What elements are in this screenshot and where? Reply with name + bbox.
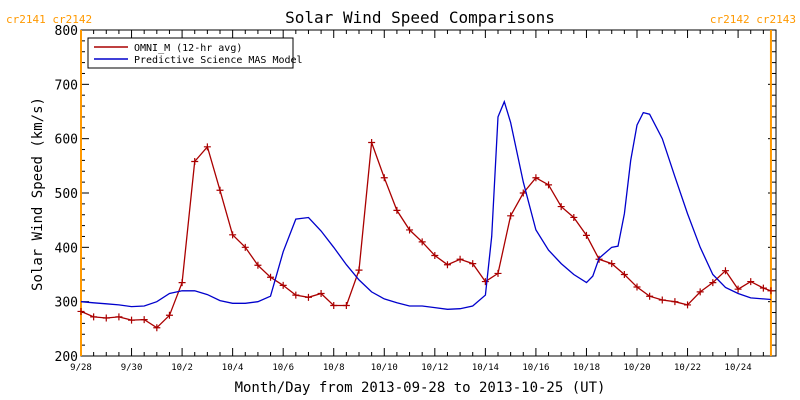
series-point	[330, 301, 338, 309]
x-tick-label: 10/20	[623, 363, 650, 373]
series-point	[545, 181, 553, 189]
series-point	[418, 238, 426, 246]
x-tick-label: 10/16	[522, 363, 549, 373]
series-point	[279, 281, 287, 289]
series-point	[608, 260, 616, 268]
series-point	[90, 313, 98, 321]
y-tick-label: 500	[55, 187, 78, 202]
series-point	[292, 291, 300, 299]
series-point	[747, 278, 755, 286]
series-point	[355, 266, 363, 274]
y-tick-label: 400	[55, 241, 78, 256]
series-point	[507, 212, 515, 220]
x-tick-label: 10/24	[725, 363, 752, 373]
series-point	[532, 174, 540, 182]
y-tick-label: 800	[55, 24, 78, 39]
series-point	[658, 296, 666, 304]
x-tick-label: 10/18	[573, 363, 600, 373]
series-point	[115, 313, 123, 321]
series-point	[140, 316, 148, 324]
plot-area: 200 300 400 500 600 700 800 9/28 9/30 10/2 10/4 10/…	[6, 13, 796, 373]
series-point	[128, 316, 136, 324]
series-point	[216, 186, 224, 194]
x-tick-label: 9/28	[70, 363, 92, 373]
carrington-marker-label: cr2141 cr2142	[6, 13, 92, 26]
series-point	[317, 290, 325, 298]
series-line-1	[80, 99, 771, 310]
series-line-0	[80, 142, 772, 329]
series-point	[671, 298, 679, 306]
series-point	[380, 174, 388, 182]
series-point	[557, 203, 565, 211]
series-point	[203, 143, 211, 151]
series-point	[254, 261, 262, 269]
series-point	[241, 243, 249, 251]
y-axis-label: Solar Wind Speed (km/s)	[30, 97, 46, 291]
series-point	[229, 231, 237, 239]
series-point	[646, 292, 654, 300]
series-point	[304, 293, 312, 301]
series-point	[267, 273, 275, 281]
series-point	[633, 283, 641, 291]
x-tick-label: 10/22	[674, 363, 701, 373]
x-tick-label: 10/8	[323, 363, 345, 373]
y-tick-label: 200	[55, 350, 78, 365]
x-tick-label: 10/12	[421, 363, 448, 373]
x-tick-label: 10/10	[371, 363, 398, 373]
series-point	[443, 261, 451, 269]
series-point	[165, 311, 173, 319]
x-tick-label: 10/4	[222, 363, 244, 373]
series-point	[191, 157, 199, 165]
series-point	[582, 231, 590, 239]
x-tick-label: 9/30	[121, 363, 143, 373]
x-axis-label: Month/Day from 2013-09-28 to 2013-10-25 …	[235, 380, 606, 396]
series-point	[494, 269, 502, 277]
series-point	[342, 301, 350, 309]
chart-title: Solar Wind Speed Comparisons	[285, 8, 555, 27]
series-point	[734, 285, 742, 293]
series-point	[469, 260, 477, 268]
y-tick-label: 300	[55, 296, 78, 311]
series-point	[431, 251, 439, 259]
carrington-marker-label: cr2142 cr2143	[710, 13, 796, 26]
legend-label: Predictive Science MAS Model	[134, 55, 303, 66]
x-tick-label: 10/2	[171, 363, 193, 373]
series-point	[759, 284, 767, 292]
legend-box	[87, 37, 294, 69]
series-point	[77, 307, 85, 315]
series-point	[393, 206, 401, 214]
series-point	[570, 213, 578, 221]
series-point	[721, 267, 729, 275]
series-point	[178, 279, 186, 287]
series-point	[696, 288, 704, 296]
series-point	[456, 255, 464, 263]
series-point	[153, 324, 161, 332]
legend-label: OMNI_M (12-hr avg)	[134, 43, 242, 54]
x-tick-label: 10/14	[472, 363, 499, 373]
series-point	[481, 278, 489, 286]
y-tick-label: 700	[55, 78, 78, 93]
y-tick-label: 600	[55, 133, 78, 148]
series-point	[102, 314, 110, 322]
series-point	[767, 287, 775, 295]
series-point	[684, 301, 692, 309]
series-point	[620, 271, 628, 278]
series-point	[406, 226, 414, 234]
series-point	[709, 279, 717, 287]
x-tick-label: 10/6	[272, 363, 294, 373]
series-point	[368, 138, 376, 146]
